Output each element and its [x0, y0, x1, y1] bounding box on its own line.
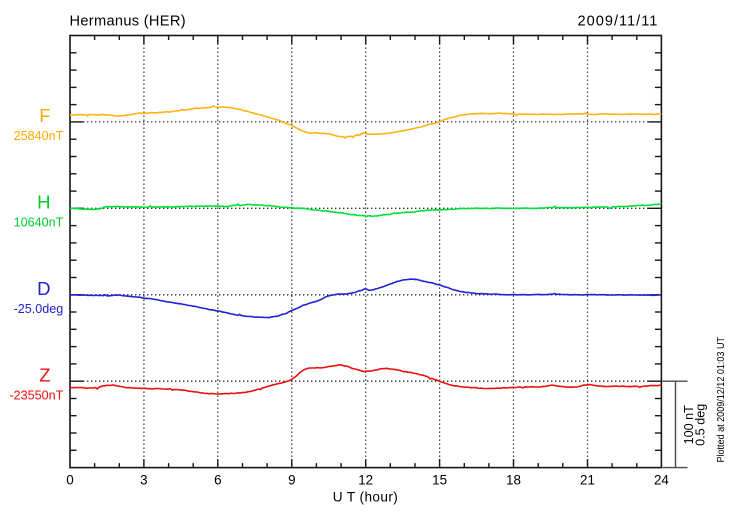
svg-text:10640nT: 10640nT [14, 216, 64, 230]
svg-text:15: 15 [432, 473, 447, 488]
svg-text:0.5 deg: 0.5 deg [694, 404, 708, 446]
svg-text:100 nT: 100 nT [682, 405, 696, 445]
svg-text:H: H [37, 192, 50, 213]
svg-text:12: 12 [358, 473, 373, 488]
svg-text:D: D [37, 278, 50, 299]
svg-text:-23550nT: -23550nT [9, 388, 63, 402]
svg-text:U T (hour): U T (hour) [333, 489, 398, 504]
svg-text:6: 6 [214, 473, 221, 488]
svg-text:F: F [39, 105, 50, 126]
svg-text:9: 9 [288, 473, 295, 488]
svg-text:Plotted at 2009/12/12 01:03 UT: Plotted at 2009/12/12 01:03 UT [716, 337, 727, 463]
svg-text:-25.0deg: -25.0deg [14, 302, 64, 316]
svg-text:24: 24 [654, 473, 669, 488]
svg-text:0: 0 [66, 473, 73, 488]
svg-text:25840nT: 25840nT [14, 129, 64, 143]
svg-text:Hermanus (HER): Hermanus (HER) [70, 14, 186, 30]
svg-text:21: 21 [580, 473, 595, 488]
svg-text:2009/11/11: 2009/11/11 [578, 14, 659, 30]
svg-text:Z: Z [39, 365, 50, 386]
svg-text:18: 18 [506, 473, 521, 488]
svg-text:3: 3 [140, 473, 147, 488]
